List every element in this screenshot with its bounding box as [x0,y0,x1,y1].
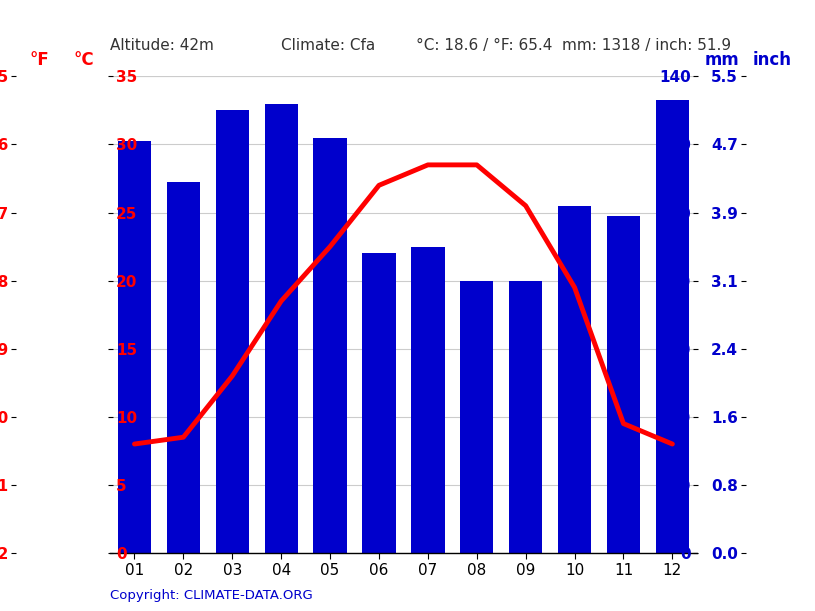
Bar [412,247,444,553]
Bar [314,137,346,553]
Bar [558,206,591,553]
Text: mm: 1318 / inch: 51.9: mm: 1318 / inch: 51.9 [562,38,732,53]
Text: mm: mm [705,51,739,69]
Text: °C: °C [73,51,95,69]
Text: Climate: Cfa: Climate: Cfa [281,38,376,53]
Bar [656,100,689,553]
Bar [509,280,542,553]
Text: Copyright: CLIMATE-DATA.ORG: Copyright: CLIMATE-DATA.ORG [110,589,313,602]
Bar [460,280,493,553]
Bar [265,104,297,553]
Text: inch: inch [753,51,792,69]
Bar [607,216,640,553]
Bar [118,141,151,553]
Text: °F: °F [29,51,49,69]
Bar [216,111,249,553]
Bar [167,182,200,553]
Text: °C: 18.6 / °F: 65.4: °C: 18.6 / °F: 65.4 [416,38,552,53]
Bar [363,254,395,553]
Text: Altitude: 42m: Altitude: 42m [110,38,214,53]
